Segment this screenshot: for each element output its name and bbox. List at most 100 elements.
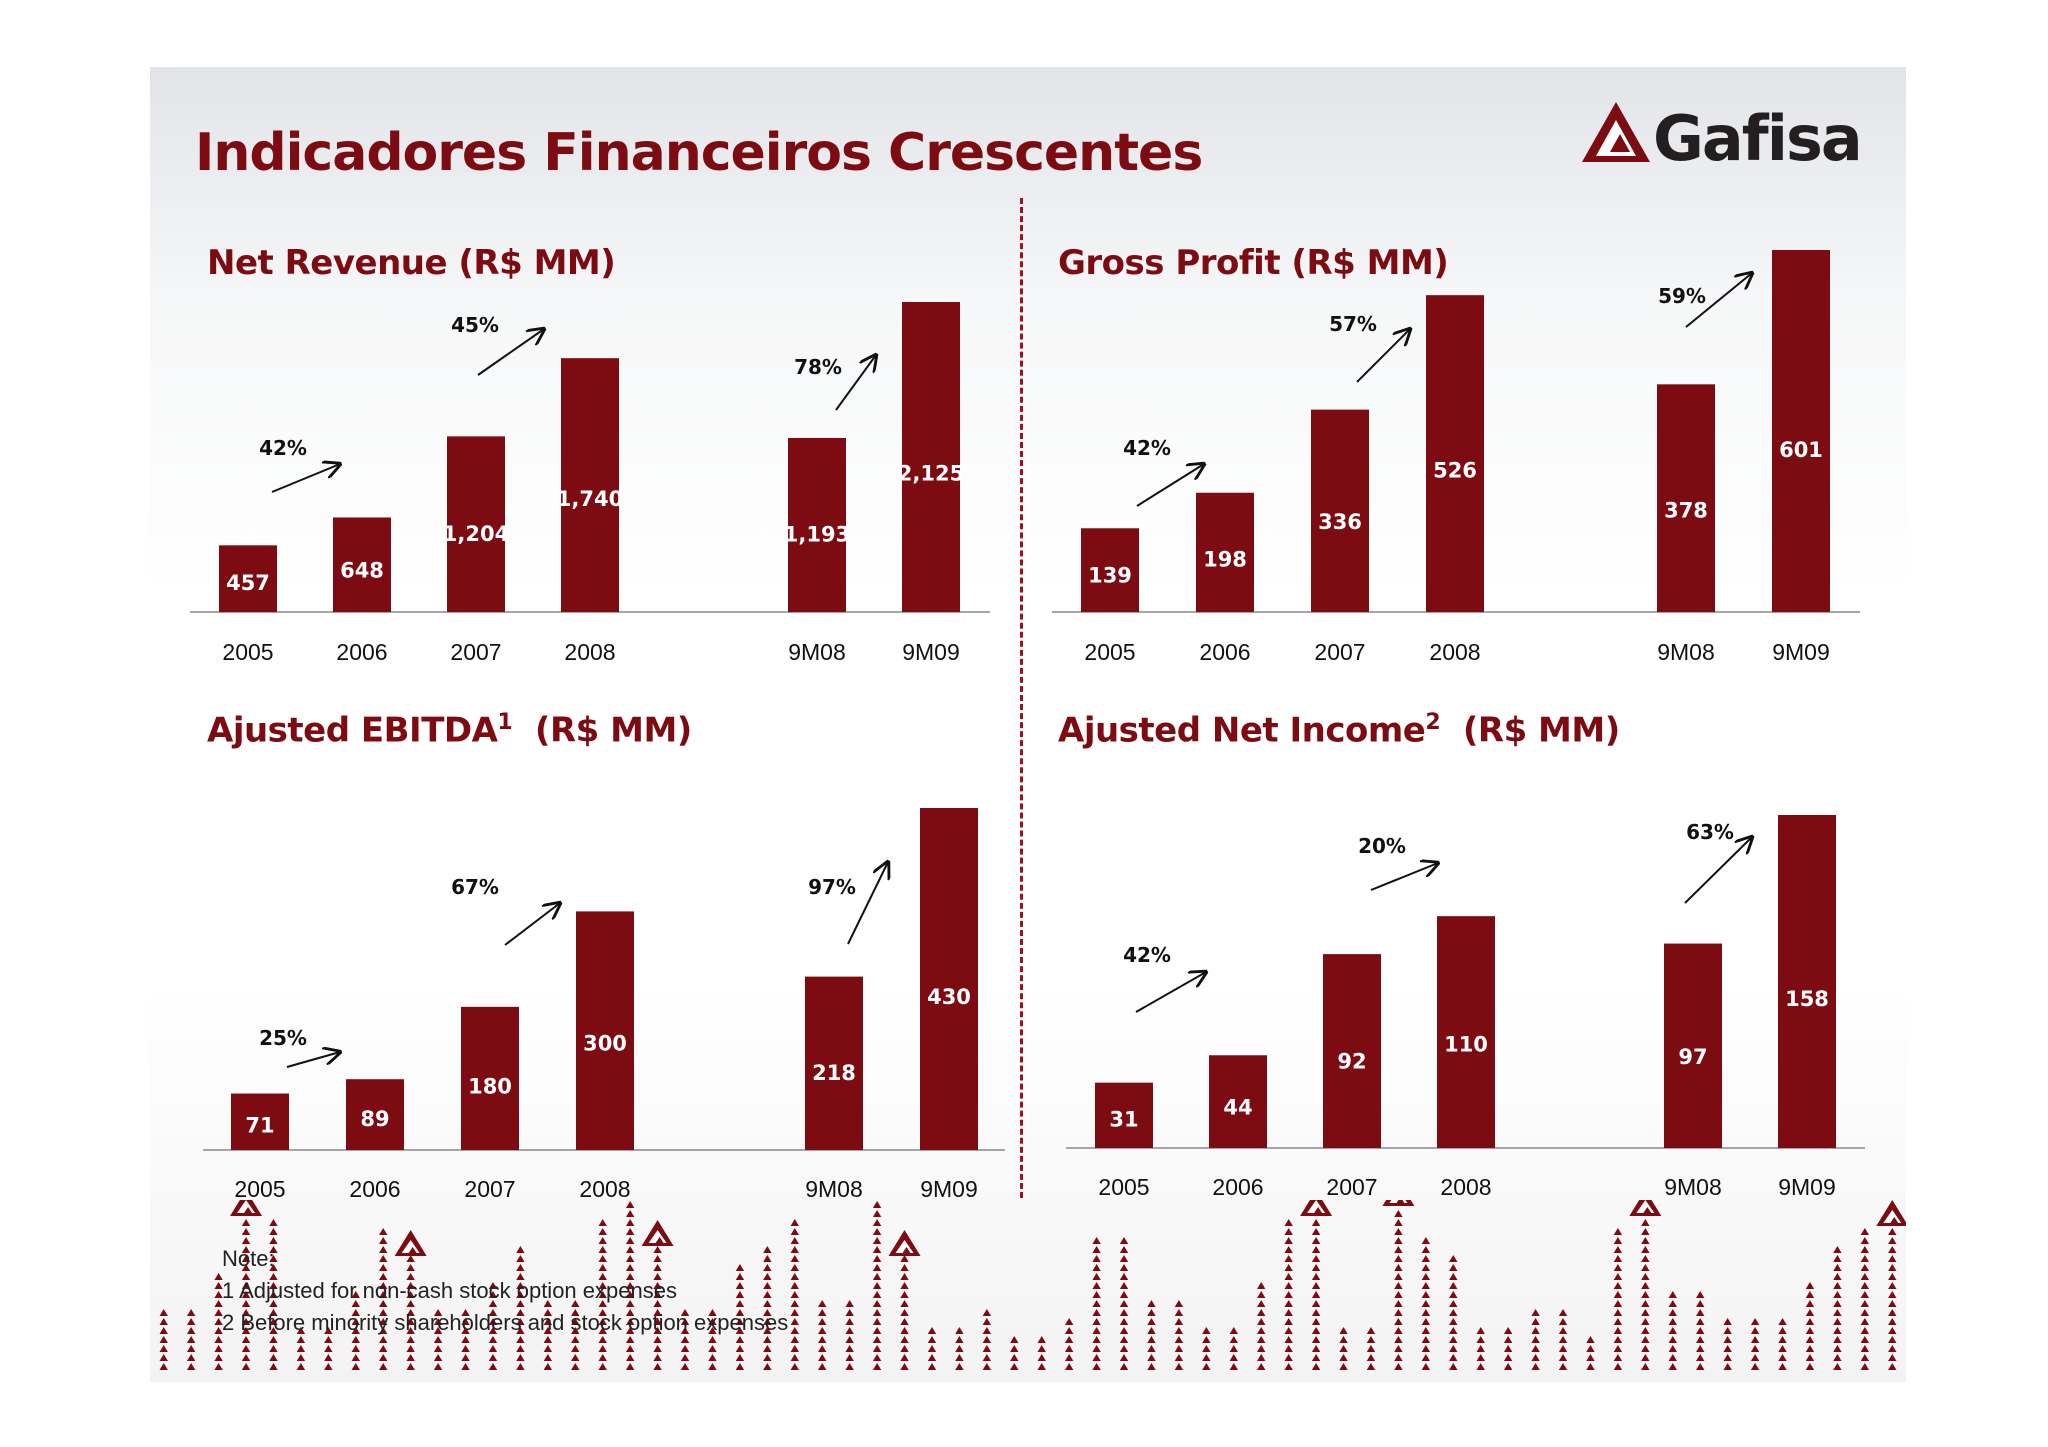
- skyline-triangle-icon: [598, 1327, 607, 1334]
- skyline-triangle-icon: [598, 1318, 607, 1325]
- skyline-triangle-icon: [1311, 1282, 1321, 1289]
- skyline-triangle-icon: [1833, 1255, 1842, 1262]
- skyline-triangle-icon: [1641, 1237, 1650, 1244]
- skyline-triangle-icon: [763, 1264, 772, 1271]
- skyline-triangle-icon: [1119, 1327, 1129, 1334]
- note-heading: Note:: [222, 1246, 275, 1271]
- skyline-triangle-icon: [1833, 1318, 1842, 1325]
- skyline-triangle-icon: [1092, 1327, 1101, 1334]
- skyline-triangle-icon: [1119, 1309, 1129, 1316]
- growth-arrow-icon: [1685, 273, 1752, 328]
- skyline-triangle-icon: [598, 1219, 607, 1226]
- skyline-triangle-icon: [379, 1264, 388, 1271]
- skyline-triangle-icon: [1092, 1354, 1101, 1361]
- skyline-triangle-icon: [1860, 1309, 1870, 1316]
- skyline-triangle-icon: [1147, 1354, 1156, 1361]
- skyline-triangle-icon: [1805, 1327, 1815, 1334]
- chart-title-text: Net Revenue (R$ MM): [207, 243, 616, 283]
- skyline-triangle-icon: [1613, 1363, 1623, 1370]
- skyline-triangle-icon: [790, 1291, 799, 1298]
- skyline-triangle-icon: [982, 1345, 992, 1352]
- growth-label: 42%: [1123, 436, 1171, 460]
- skyline-triangle-icon: [379, 1255, 388, 1262]
- skyline-triangle-icon: [1723, 1354, 1732, 1361]
- skyline-triangle-icon: [982, 1327, 992, 1334]
- bar-9m09: [920, 808, 978, 1150]
- decorative-skyline: [159, 1200, 1906, 1370]
- chart-title-footnote-mark: 1: [497, 710, 513, 735]
- skyline-triangle-icon: [1860, 1246, 1870, 1253]
- skyline-triangle-icon: [1668, 1291, 1677, 1298]
- skyline-triangle-icon: [872, 1300, 882, 1307]
- skyline-triangle-icon: [1229, 1363, 1238, 1370]
- skyline-triangle-icon: [351, 1327, 360, 1334]
- skyline-triangle-icon: [406, 1273, 415, 1280]
- skyline-triangle-icon: [214, 1318, 223, 1325]
- skyline-triangle-icon: [1010, 1363, 1019, 1370]
- skyline-triangle-icon: [159, 1309, 168, 1316]
- skyline-triangle-icon: [1119, 1354, 1129, 1361]
- skyline-triangle-icon: [1174, 1309, 1184, 1316]
- skyline-triangle-icon: [1449, 1345, 1458, 1352]
- skyline-triangle-icon: [1366, 1363, 1376, 1370]
- skyline-triangle-icon: [872, 1210, 882, 1217]
- skyline-triangle-icon: [1696, 1327, 1705, 1334]
- skyline-triangle-icon: [1531, 1345, 1540, 1352]
- skyline-triangle-icon: [872, 1282, 882, 1289]
- skyline-triangle-icon: [241, 1291, 251, 1298]
- skyline-triangle-icon: [159, 1318, 168, 1325]
- skyline-triangle-icon: [790, 1282, 799, 1289]
- bar-value-label: 110: [1444, 1033, 1488, 1057]
- skyline-triangle-icon: [1558, 1309, 1568, 1316]
- growth-arrow-icon: [847, 862, 888, 945]
- skyline-triangle-icon: [1805, 1345, 1815, 1352]
- category-tick-label: 2007: [1326, 1174, 1377, 1200]
- skyline-triangle-icon: [241, 1309, 251, 1316]
- skyline-triangle-icon: [241, 1255, 251, 1262]
- skyline-triangle-icon: [1394, 1318, 1403, 1325]
- skyline-triangle-icon: [379, 1300, 388, 1307]
- bar-2006: [346, 1079, 404, 1150]
- logo-text: Gafisa: [1653, 102, 1863, 175]
- skyline-triangle-icon: [433, 1363, 443, 1370]
- skyline-triangle-icon: [955, 1363, 964, 1370]
- skyline-triangle-icon: [1833, 1273, 1842, 1280]
- skyline-triangle-icon: [790, 1237, 799, 1244]
- skyline-triangle-icon: [1778, 1318, 1787, 1325]
- skyline-triangle-icon: [735, 1318, 745, 1325]
- skyline-triangle-icon: [1174, 1363, 1184, 1370]
- skyline-triangle-icon: [598, 1282, 607, 1289]
- skyline-triangle-icon: [653, 1309, 662, 1316]
- skyline-triangle-icon: [1888, 1363, 1897, 1370]
- bar-value-label: 378: [1664, 499, 1708, 523]
- category-tick-label: 9M08: [788, 639, 846, 665]
- bar-9m09: [1772, 250, 1830, 612]
- skyline-triangle-icon: [1641, 1228, 1650, 1235]
- skyline-triangle-icon: [379, 1237, 388, 1244]
- skyline-triangle-icon: [214, 1282, 223, 1289]
- category-tick-label: 2005: [234, 1176, 285, 1202]
- skyline-triangle-icon: [1531, 1309, 1540, 1316]
- skyline-triangle-icon: [1284, 1228, 1293, 1235]
- skyline-triangle-icon: [1394, 1336, 1403, 1343]
- skyline-triangle-icon: [1860, 1363, 1870, 1370]
- skyline-triangle-icon: [379, 1318, 388, 1325]
- skyline-triangle-icon: [1476, 1327, 1485, 1334]
- skyline-triangle-icon: [1284, 1273, 1293, 1280]
- skyline-triangle-icon: [516, 1363, 525, 1370]
- skyline-triangle-icon: [735, 1282, 745, 1289]
- skyline-triangle-icon: [763, 1363, 772, 1370]
- skyline-triangle-icon: [159, 1354, 168, 1361]
- skyline-triangle-icon: [1421, 1318, 1431, 1325]
- skyline-triangle-icon: [159, 1336, 168, 1343]
- skyline-triangle-icon: [653, 1354, 662, 1361]
- skyline-triangle-icon: [982, 1336, 992, 1343]
- skyline-triangle-icon: [625, 1318, 635, 1325]
- bar-value-label: 97: [1678, 1045, 1707, 1069]
- skyline-triangle-icon: [900, 1336, 909, 1343]
- skyline-triangle-icon: [1696, 1300, 1705, 1307]
- skyline-triangle-icon: [1119, 1363, 1129, 1370]
- skyline-triangle-icon: [1558, 1318, 1568, 1325]
- skyline-triangle-icon: [296, 1327, 306, 1334]
- skyline-triangle-icon: [1888, 1291, 1897, 1298]
